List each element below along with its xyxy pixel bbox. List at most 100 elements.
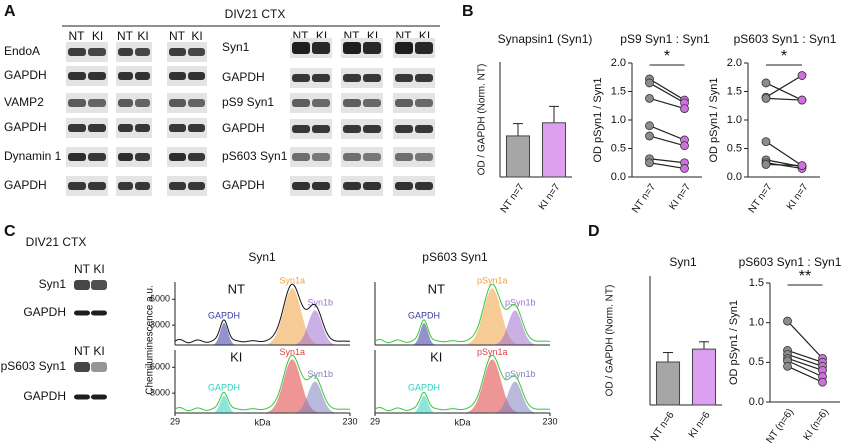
blot-band — [169, 48, 186, 56]
peak-label: Syn1b — [307, 298, 333, 308]
row-label: GAPDH — [23, 305, 66, 319]
blot-band — [135, 48, 150, 56]
blot-strip — [290, 119, 332, 139]
trace — [174, 354, 350, 412]
blot-band — [91, 280, 107, 290]
point — [783, 361, 792, 371]
row-label: GAPDH — [4, 68, 47, 82]
blot-band — [74, 362, 90, 372]
point — [645, 158, 654, 168]
lane-label: KI — [92, 29, 103, 43]
point — [645, 78, 654, 88]
blot-band — [169, 99, 186, 107]
blot-band — [363, 74, 381, 82]
blot-band — [118, 99, 133, 107]
blot-band — [68, 72, 86, 80]
blot-band — [118, 182, 133, 190]
pair-line — [787, 320, 823, 359]
x-axis-label: kDa — [454, 417, 470, 427]
y-tick-label: 0.0 — [611, 171, 626, 183]
blot-band — [312, 99, 330, 107]
lane-label: NT — [74, 344, 91, 358]
peak — [212, 323, 235, 345]
blot-band — [415, 99, 433, 107]
peak — [412, 323, 435, 345]
y-tick-label: 6000 — [150, 362, 170, 372]
blot-strip — [167, 118, 207, 138]
chart-title: pS603 Syn1 — [422, 250, 488, 264]
peak — [212, 395, 235, 413]
row-label: GAPDH — [4, 178, 47, 192]
pair-line — [787, 357, 823, 371]
peak — [466, 359, 518, 413]
blot-strip — [167, 93, 207, 113]
blot-band — [292, 125, 310, 133]
peak — [294, 310, 336, 345]
blot-band — [118, 153, 133, 161]
lane-label: KI — [316, 29, 327, 43]
blot-band — [343, 153, 361, 161]
point — [797, 161, 807, 171]
pair-line — [649, 82, 685, 104]
blot-band — [292, 99, 310, 107]
blot-band — [88, 48, 106, 56]
blot-band — [118, 72, 133, 80]
pair-line — [787, 349, 823, 363]
y-tick-label: 0.5 — [749, 356, 764, 368]
blot-band — [292, 74, 310, 82]
blot-band — [68, 153, 86, 161]
blot-strip — [116, 66, 152, 86]
point — [680, 141, 689, 151]
peak-label: GAPDH — [208, 310, 240, 320]
condition-label: KI — [430, 349, 442, 364]
blot-band — [91, 362, 107, 372]
lane-label: NT — [169, 29, 186, 43]
pair-line — [787, 365, 823, 383]
blot-band — [169, 124, 186, 132]
bar — [541, 122, 567, 178]
lane-label: KI — [137, 29, 148, 43]
blot-band — [395, 125, 413, 133]
point — [645, 121, 654, 131]
row-label: pS603 Syn1 — [1, 359, 67, 373]
blot-strip — [66, 176, 108, 196]
blot-band — [68, 48, 86, 56]
blot-strip — [290, 93, 332, 113]
blot-band — [188, 72, 205, 80]
lane-label: NT — [69, 29, 86, 43]
blot-band — [312, 153, 330, 161]
blot-strip — [66, 147, 108, 167]
peak — [266, 288, 318, 345]
blot-title: DIV21 CTX — [225, 7, 286, 21]
y-tick-label: 3000 — [150, 320, 170, 330]
blot-band — [363, 125, 381, 133]
blot-band — [363, 99, 381, 107]
row-label: GAPDH — [222, 178, 265, 192]
pair-line — [765, 75, 803, 98]
blot-band — [74, 394, 90, 400]
blot-band — [135, 99, 150, 107]
point — [761, 78, 771, 88]
peak-label: GAPDH — [408, 310, 440, 320]
blot-band — [188, 153, 205, 161]
pair-line — [649, 78, 685, 101]
y-tick-label: 1.0 — [749, 317, 764, 329]
point — [645, 131, 654, 141]
lane-label: KI — [93, 344, 104, 358]
lane-label: NT — [117, 29, 134, 43]
peak-label: Syn1a — [279, 347, 305, 357]
peak — [494, 381, 536, 413]
point — [645, 93, 654, 103]
y-axis-label: OD pSyn1 / Syn1 — [592, 78, 604, 163]
y-axis-label: OD / GAPDH (Norm. NT) — [477, 64, 488, 176]
blot-band — [91, 310, 107, 316]
blot-strip — [393, 119, 435, 139]
blot-band — [292, 42, 310, 54]
blot-band — [88, 72, 106, 80]
blot-band — [395, 99, 413, 107]
pair-line — [787, 353, 823, 367]
peak-label: Syn1a — [279, 276, 305, 286]
blot-band — [68, 99, 86, 107]
point — [761, 137, 771, 147]
blot-band — [343, 125, 361, 133]
